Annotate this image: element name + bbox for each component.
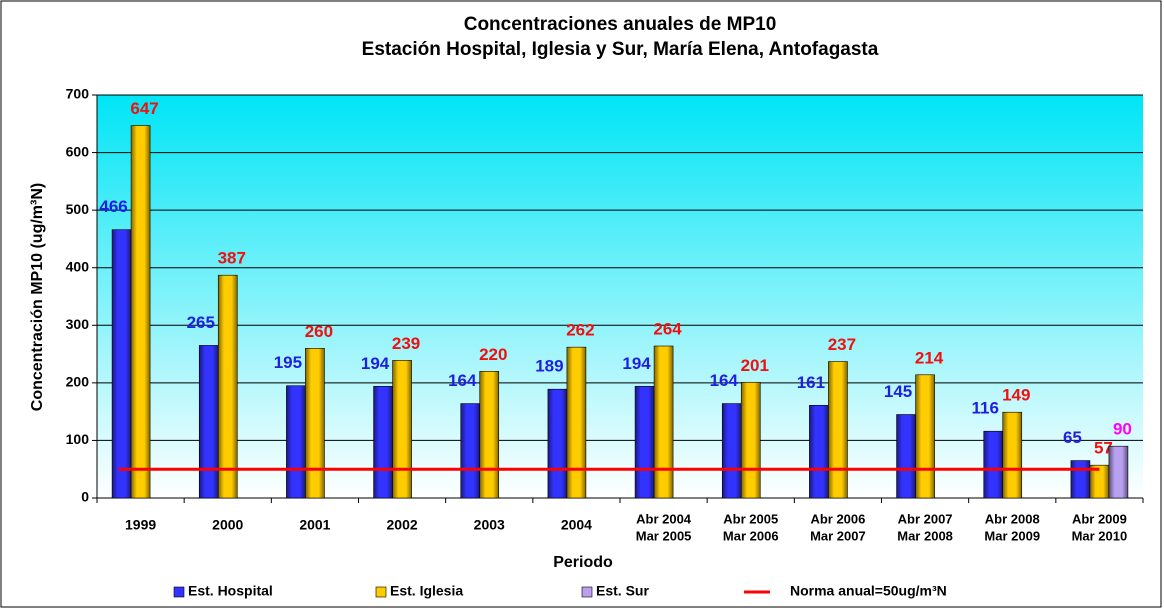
y-tick-label: 0: [81, 489, 89, 505]
bar-shade: [1002, 412, 1022, 498]
chart-title: Concentraciones anuales de MP10: [464, 14, 777, 35]
x-tick-label: Mar 2006: [723, 528, 779, 543]
data-label: 149: [1002, 386, 1030, 405]
x-tick-label: 2002: [387, 517, 418, 533]
bar-shade: [547, 389, 567, 498]
data-label: 220: [479, 345, 507, 364]
data-label: 265: [187, 313, 215, 332]
x-tick-label: Abr 2008: [985, 511, 1040, 526]
bar-shade: [392, 360, 412, 498]
bar-shade: [112, 229, 132, 498]
x-tick-label: 1999: [125, 517, 156, 533]
x-tick-label: Mar 2009: [984, 528, 1040, 543]
bar-shade: [741, 382, 761, 498]
data-label: 161: [797, 373, 825, 392]
data-label: 237: [828, 335, 856, 354]
bar-shade: [1089, 465, 1109, 498]
bar-shade: [809, 405, 829, 498]
data-label: 201: [741, 356, 769, 375]
data-label: 239: [392, 334, 420, 353]
data-label: 116: [972, 399, 999, 418]
x-tick-label: 2003: [474, 517, 505, 533]
bar-shade: [1070, 460, 1090, 498]
data-label: 164: [448, 371, 477, 390]
bar-shade: [722, 403, 742, 498]
x-tick-label: 2000: [212, 517, 243, 533]
bar-shade: [635, 386, 655, 498]
x-tick-label: Abr 2004: [636, 511, 692, 526]
data-label: 194: [361, 354, 390, 373]
x-tick-label: Abr 2006: [810, 511, 865, 526]
x-tick-label: 2001: [299, 517, 330, 533]
data-label: 387: [218, 249, 246, 268]
y-tick-label: 700: [66, 86, 90, 102]
bar-shade: [828, 361, 848, 498]
bar-shade: [896, 414, 916, 498]
x-tick-label: Mar 2007: [810, 528, 866, 543]
y-tick-label: 300: [66, 316, 90, 332]
x-axis-title: Periodo: [553, 554, 613, 571]
bar-shade: [199, 345, 219, 498]
bar-shade: [373, 386, 393, 498]
bar-shade: [305, 348, 325, 498]
data-label: 262: [566, 321, 594, 340]
legend-label: Est. Sur: [596, 583, 649, 599]
x-tick-label: 2004: [561, 517, 592, 533]
plot-area: [97, 95, 1143, 498]
x-tick-label: Mar 2008: [897, 528, 953, 543]
data-label: 164: [710, 371, 739, 390]
data-label: 90: [1113, 420, 1132, 439]
y-tick-label: 100: [66, 431, 90, 447]
bar-shade: [479, 371, 499, 498]
chart-subtitle: Estación Hospital, Iglesia y Sur, María …: [362, 39, 879, 60]
x-tick-label: Abr 2007: [898, 511, 953, 526]
legend-label: Est. Iglesia: [390, 583, 463, 599]
legend-swatch: [173, 586, 185, 598]
y-axis-title: Concentración MP10 (ug/m³N): [29, 183, 46, 411]
data-label: 260: [305, 322, 333, 341]
data-label: 264: [653, 319, 682, 338]
data-label: 145: [884, 382, 912, 401]
data-label: 195: [274, 353, 302, 372]
bar-shade: [1108, 446, 1128, 498]
data-label: 466: [99, 197, 127, 216]
bar-shade: [566, 347, 586, 498]
bar-shade: [654, 346, 674, 498]
bar-shade: [915, 374, 935, 498]
bar-shade: [460, 403, 480, 498]
legend-swatch: [581, 586, 593, 598]
y-tick-label: 200: [66, 374, 90, 390]
legend-label: Norma anual=50ug/m³N: [790, 583, 947, 599]
data-label: 647: [130, 99, 158, 118]
bar-shade: [983, 431, 1003, 498]
bar-shade: [131, 125, 151, 499]
x-tick-label: Abr 2009: [1072, 511, 1127, 526]
x-tick-label: Abr 2005: [723, 511, 778, 526]
y-tick-label: 600: [66, 143, 90, 159]
x-tick-label: Mar 2005: [636, 528, 692, 543]
data-label: 194: [622, 354, 651, 373]
data-label: 57: [1094, 439, 1113, 458]
bar-shade: [218, 275, 238, 498]
y-tick-label: 500: [66, 201, 90, 217]
data-label: 214: [915, 348, 944, 367]
legend-label: Est. Hospital: [188, 583, 273, 599]
y-tick-label: 400: [66, 258, 90, 274]
bar-shade: [286, 385, 306, 498]
data-label: 189: [535, 357, 563, 376]
data-label: 65: [1063, 428, 1082, 447]
legend-swatch: [375, 586, 387, 598]
x-tick-label: Mar 2010: [1072, 528, 1128, 543]
